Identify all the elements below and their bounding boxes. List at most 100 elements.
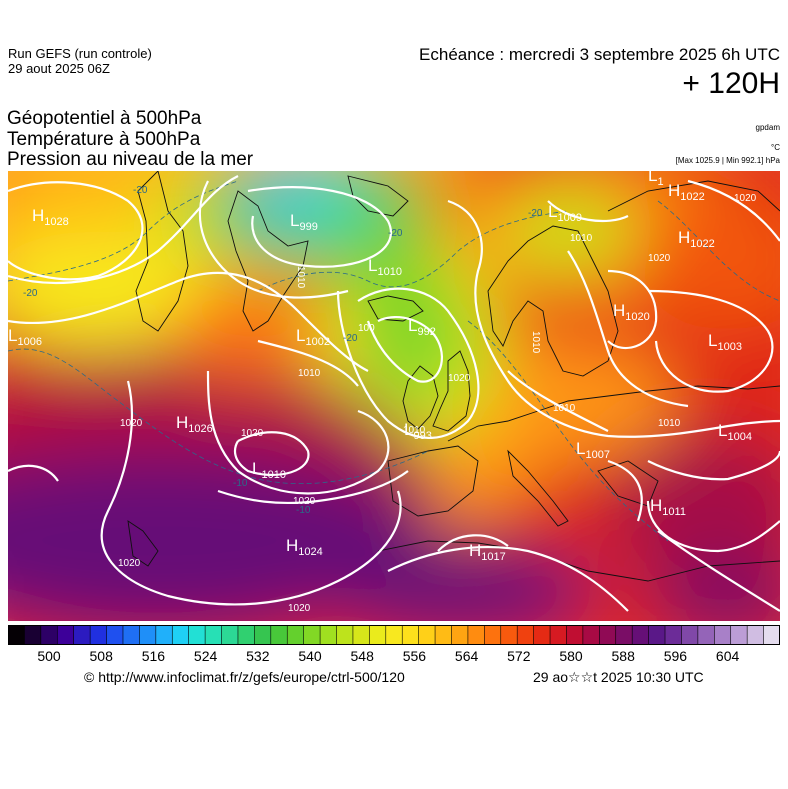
isobar-label: 100 [358,323,375,334]
colorbar-swatch [221,625,239,645]
isobar-label: 1020 [448,373,471,384]
isobar-label: 1020 [118,558,141,569]
pressure-center: H1017 [469,541,506,563]
colorbar-swatch [73,625,91,645]
isotherm-label: -20 [133,185,148,196]
colorbar-swatch [714,625,732,645]
colorbar-swatch [730,625,748,645]
colorbar-swatch [484,625,502,645]
isobars [8,175,780,612]
source-url: © http://www.infoclimat.fr/z/gefs/europe… [84,669,405,685]
colorbar-swatch [139,625,157,645]
colorbar-swatch [40,625,58,645]
colorbar-swatch [747,625,765,645]
isotherms [8,180,780,542]
colorbar-swatch [681,625,699,645]
colorbar-tick-label: 548 [350,648,374,664]
pressure-center: L993 [404,420,432,442]
isotherm-label: -20 [388,228,403,239]
colorbar-swatch [648,625,666,645]
pressure-center: L1003 [708,331,742,353]
colorbar-tick-label: 564 [454,648,479,664]
isobar-label: 1010 [403,425,426,436]
colorbar-swatch [582,625,600,645]
colorbar-swatch [550,625,568,645]
colorbar-tick-label: 500 [37,648,61,664]
isobar-label: 1010 [570,233,593,244]
colorbar-swatch [467,625,485,645]
coastlines [127,171,780,582]
pressure-center: H1022 [668,181,705,203]
isobar-label: 1010 [298,368,321,379]
isobar-label: 1020 [293,496,316,507]
colorbar-swatch [632,625,650,645]
colorbar-swatch [24,625,42,645]
pressure-center: L1004 [718,421,752,443]
run-date: 29 aout 2025 06Z [8,61,110,76]
weather-map: H1028 L999 L1009 H1022 H1022 L1010 L1006 L1002 L… [8,171,780,621]
param-temperature: Température à 500hPa [7,129,201,150]
isobar-label: 1020 [241,428,264,439]
colorbar-swatch [155,625,173,645]
valid-time: Echéance : mercredi 3 septembre 2025 6h … [419,45,780,64]
colorbar-swatch [90,625,108,645]
pressure-center: L1007 [576,439,610,461]
colorbar-tick-label: 556 [402,648,427,664]
run-title: Run GEFS (run controle) [8,46,152,61]
colorbar-swatch [57,625,75,645]
colorbar-tick-label: 596 [663,648,688,664]
isobar-label: 1010 [658,418,681,429]
colorbar-swatch [172,625,190,645]
isobar-label: 1010 [530,331,541,354]
colorbar-swatch [697,625,715,645]
unit-pressure: [Max 1025.9 | Min 992.1] hPa [675,156,780,165]
isobar-label: 1010 [553,403,576,414]
lead-time: + 120H [682,67,780,100]
colorbar-swatch [205,625,223,645]
colorbar-swatch [336,625,354,645]
colorbar-swatch [352,625,370,645]
pressure-center: L1006 [8,326,42,348]
colorbar-tick-label: 588 [611,648,635,664]
pressure-center: H1022 [678,228,715,250]
isobar-label: 1020 [288,603,311,614]
colorbar-swatch [303,625,321,645]
generation-time: 29 ao☆☆t 2025 10:30 UTC [533,669,704,685]
isotherm-label: -10 [296,505,311,516]
colorbar-swatch [599,625,617,645]
contour-labels: 1010 1010 1010 1020 1020 1020 1020 1020 1020 1010… [23,185,757,614]
colorbar-tick-label: 532 [246,648,270,664]
colorbar-labels: 500 508 516 524 532 540 548 556 564 572 580 588 596 6… [8,648,780,668]
pressure-center: L1002 [296,326,330,348]
pressure-center: H1024 [286,536,323,558]
param-pressure: Pression au niveau de la mer [7,149,254,170]
colorbar-swatch [8,625,26,645]
isobar-label: 1020 [120,418,143,429]
pressure-center: L992 [408,316,436,338]
pressure-center: L999 [290,211,318,233]
colorbar-swatch [320,625,338,645]
isobar-label: 1020 [734,193,757,204]
isotherm-label: -20 [528,208,543,219]
isotherm-label: -20 [23,288,38,299]
colorbar-tick-label: 524 [193,648,218,664]
colorbar-swatch [402,625,420,645]
colorbar-swatch [385,625,403,645]
colorbar-tick-label: 516 [141,648,166,664]
pressure-center: H1028 [32,206,69,228]
colorbar-swatch [237,625,255,645]
colorbar-swatch [270,625,288,645]
pressure-center: H1026 [176,413,213,435]
isotherm-label: -10 [233,478,248,489]
colorbar-tick-label: 604 [715,648,740,664]
colorbar-swatch [763,625,780,645]
isobar-label: 1010 [295,266,306,289]
pressure-center: L1009 [548,202,582,224]
colorbar-swatch [615,625,633,645]
colorbar-tick-label: 580 [559,648,583,664]
colorbar-swatch [533,625,551,645]
colorbar-tick-label: 508 [89,648,113,664]
pressure-centers: H1028 L999 L1009 H1022 H1022 L1010 L1006 L1002 L… [8,171,752,563]
isotherm-label: -20 [343,333,358,344]
colorbar-swatch [435,625,453,645]
